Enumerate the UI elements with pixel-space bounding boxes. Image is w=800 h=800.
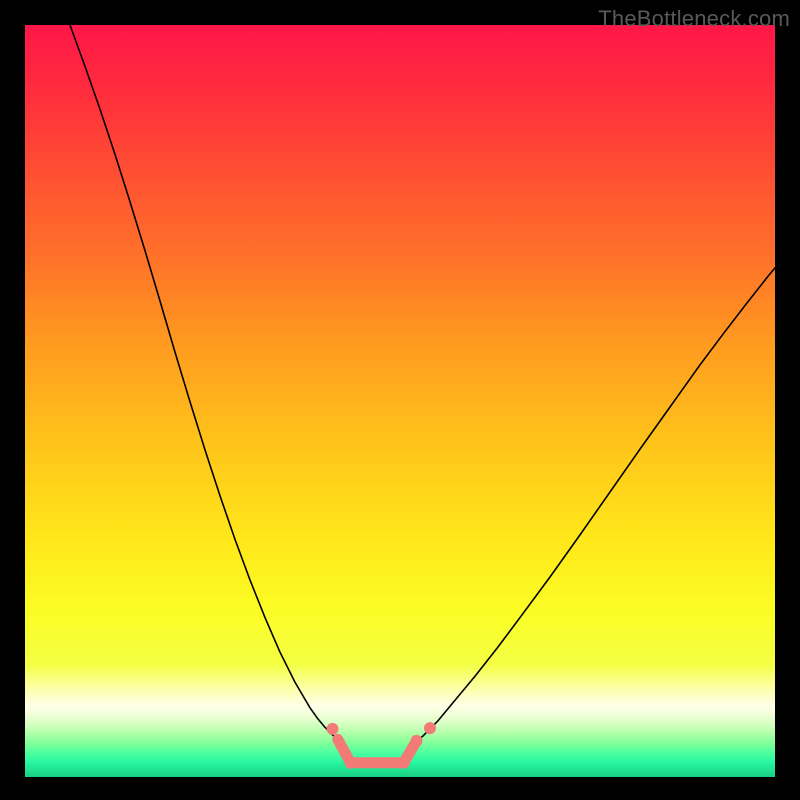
marker-dot	[345, 757, 357, 769]
marker-dot	[327, 723, 339, 735]
gradient-background	[25, 25, 775, 777]
chart-frame: TheBottleneck.com	[0, 0, 800, 800]
marker-dot	[424, 722, 436, 734]
watermark-text: TheBottleneck.com	[598, 6, 790, 32]
marker-dot	[411, 735, 423, 747]
plot-area	[25, 25, 775, 777]
chart-svg	[25, 25, 775, 777]
marker-dot	[398, 757, 410, 769]
